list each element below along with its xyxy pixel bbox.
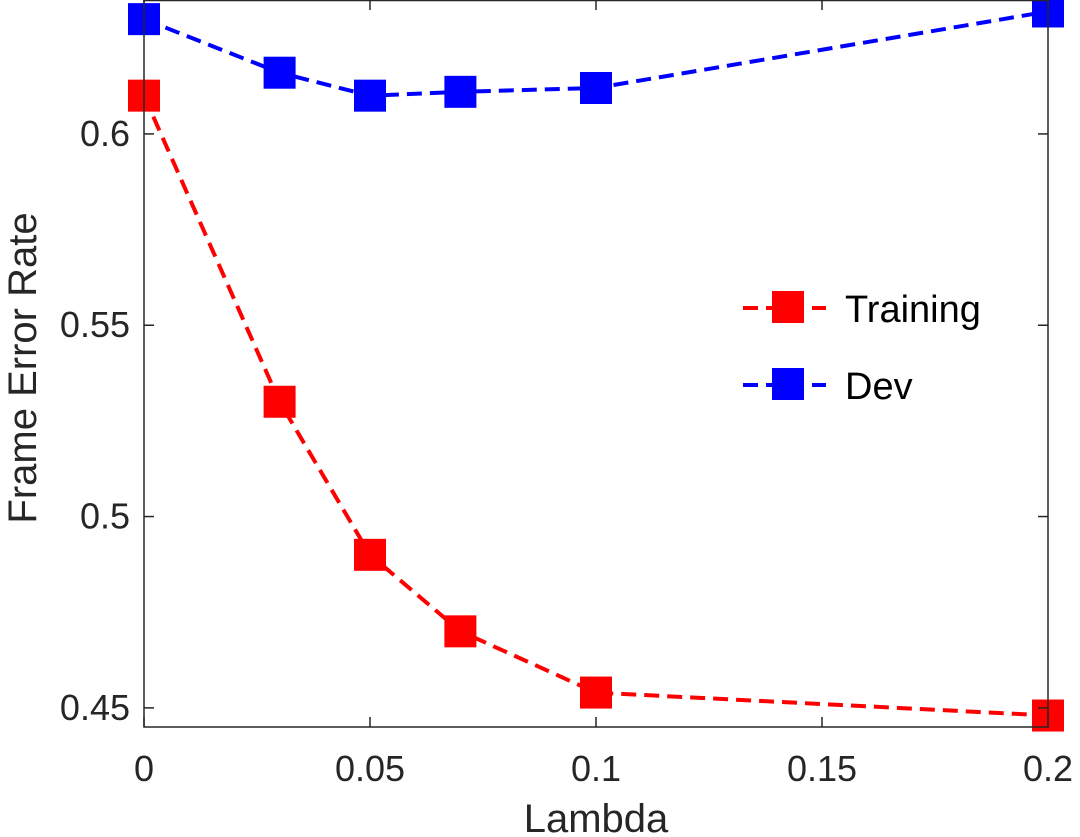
legend-item-dev: Dev — [743, 366, 913, 408]
legend-marker-training — [772, 291, 804, 323]
y-tick-label: 0.6 — [80, 113, 130, 154]
data-point-dev — [263, 56, 296, 89]
x-axis-label: Lambda — [524, 797, 669, 837]
legend-label-training: Training — [845, 289, 981, 331]
x-tick-label: 0.15 — [787, 748, 857, 789]
x-tick-label: 0.2 — [1023, 748, 1073, 789]
data-point-dev — [580, 72, 612, 105]
data-point-dev — [354, 79, 386, 112]
legend-label-dev: Dev — [845, 366, 913, 408]
y-tick-label: 0.45 — [60, 687, 130, 728]
ticks-layer: 0 0.05 0.1 0.15 0.2 0.45 0.5 0.55 0.6 — [60, 0, 1073, 789]
legend: Training Dev — [743, 289, 981, 408]
legend-item-training: Training — [743, 289, 981, 331]
data-point-training — [354, 538, 386, 571]
data-point-training — [444, 615, 477, 648]
data-point-training — [263, 385, 296, 418]
y-axis-label: Frame Error Rate — [1, 212, 45, 523]
plot-area — [144, 0, 1048, 727]
legend-marker-dev — [772, 368, 804, 400]
y-tick-label: 0.5 — [80, 496, 130, 537]
data-point-training — [580, 676, 612, 709]
data-point-dev — [444, 75, 477, 108]
series-line-training — [142, 94, 1049, 718]
y-tick-label: 0.55 — [60, 304, 130, 345]
x-tick-label: 0.1 — [571, 748, 621, 789]
x-tick-label: 0.05 — [335, 748, 405, 789]
series-line-dev — [143, 9, 1049, 98]
x-tick-label: 0 — [134, 748, 154, 789]
